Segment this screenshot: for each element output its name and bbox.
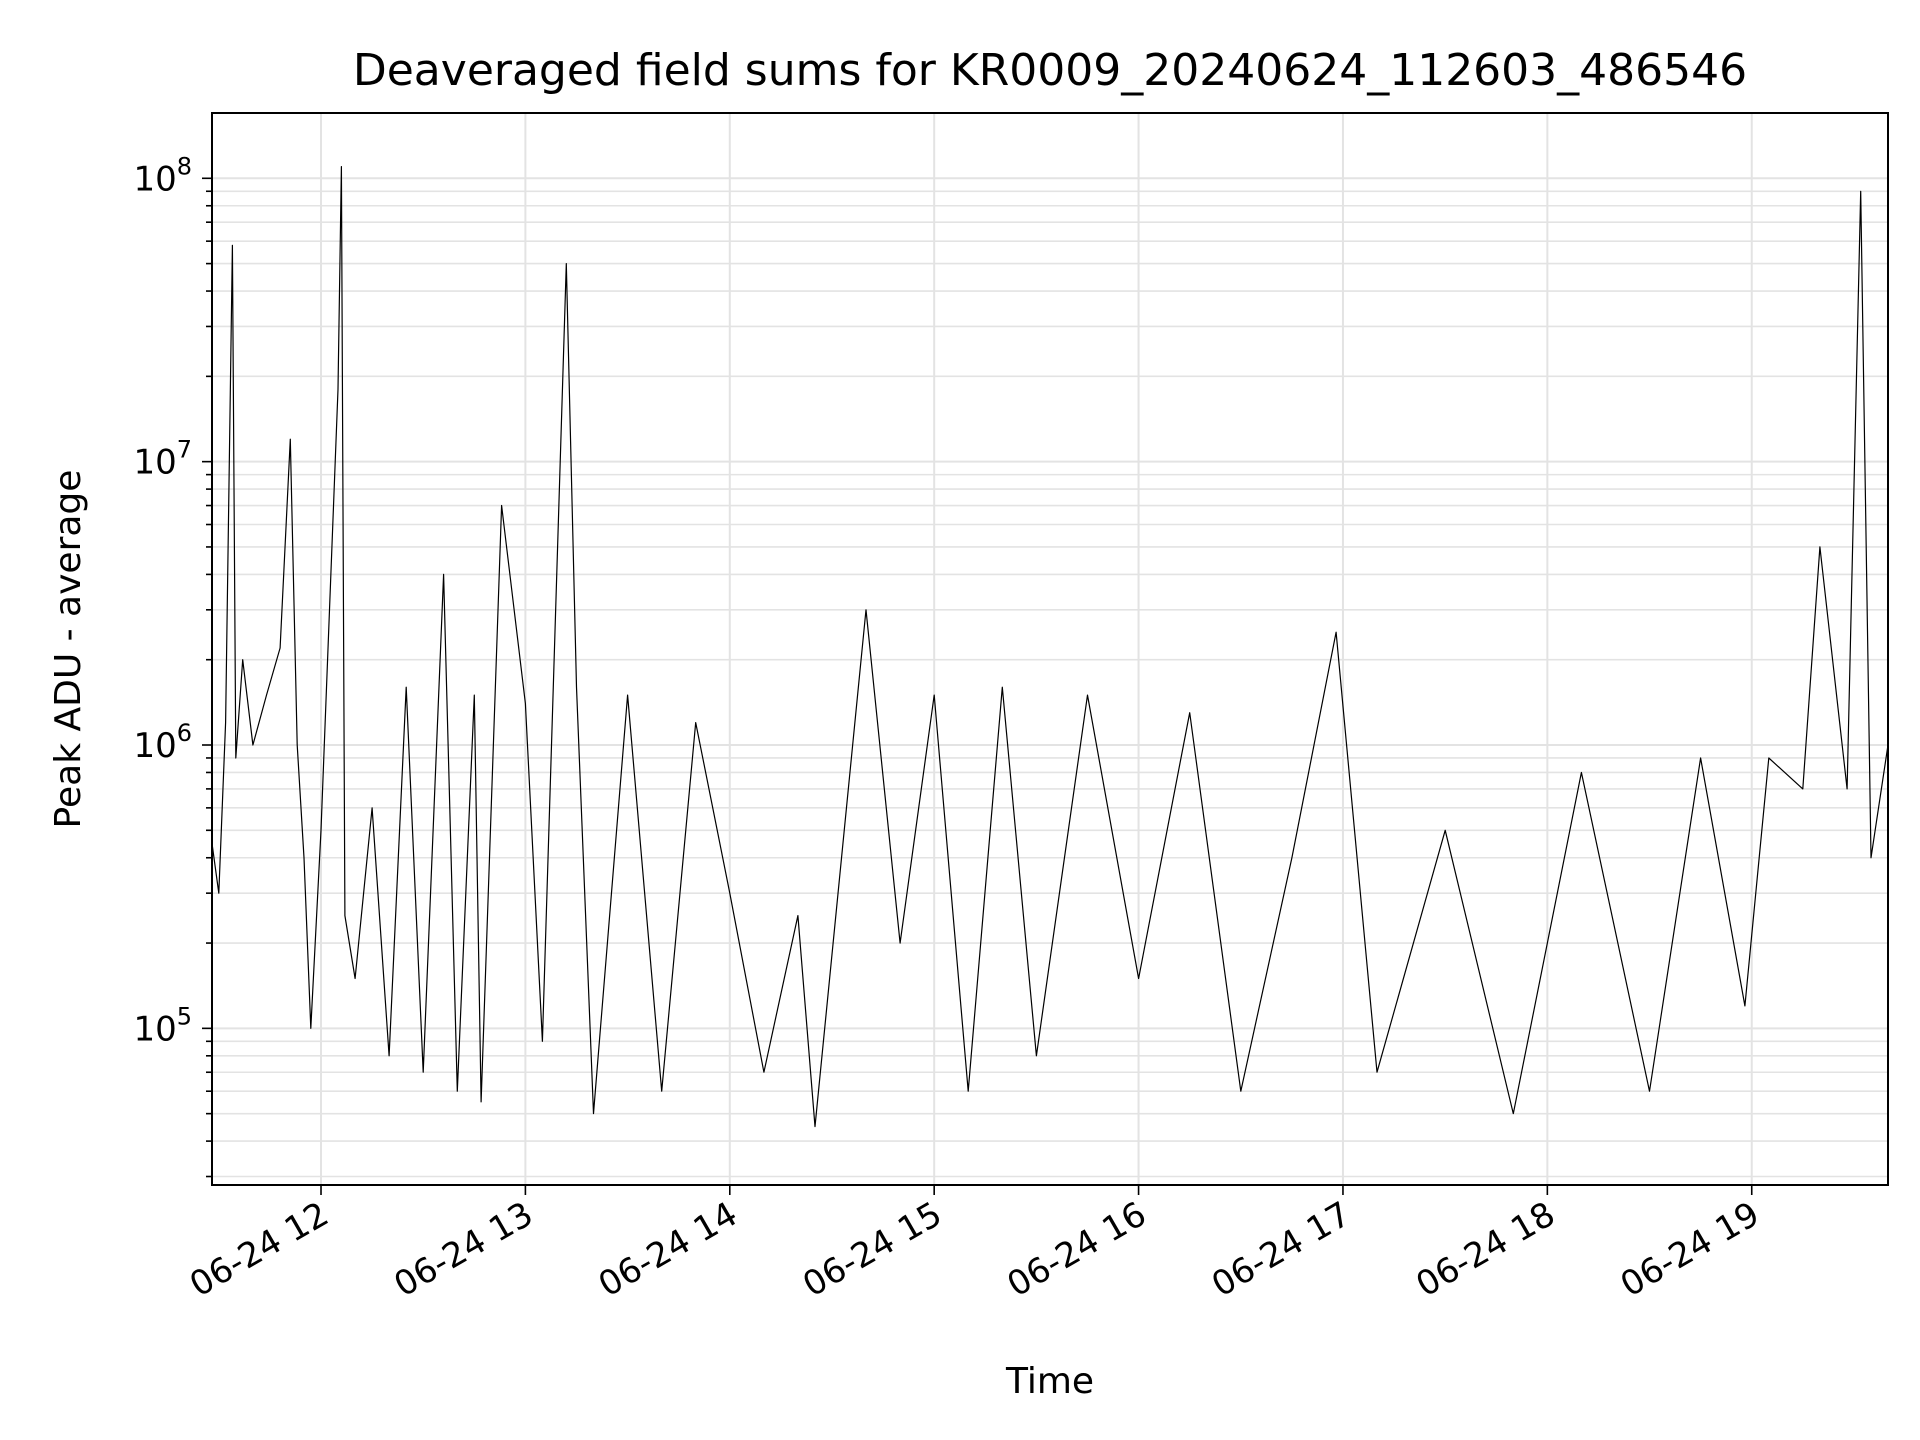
chart-title: Deaveraged field sums for KR0009_2024062… xyxy=(353,45,1747,96)
y-tick-base: 10 xyxy=(133,443,176,483)
y-tick-label: 108 xyxy=(133,152,192,199)
series-line xyxy=(211,166,1889,1128)
y-tick-exponent: 8 xyxy=(177,152,192,180)
y-tick-base: 10 xyxy=(133,726,176,766)
y-tick-label: 107 xyxy=(133,436,192,483)
y-tick-exponent: 5 xyxy=(177,1002,192,1030)
series-group xyxy=(211,166,1889,1128)
y-tick-label: 106 xyxy=(133,719,192,766)
grid xyxy=(212,113,1888,1185)
y-tick-base: 10 xyxy=(133,159,176,199)
y-tick-exponent: 6 xyxy=(177,719,192,747)
y-tick-base: 10 xyxy=(133,1009,176,1049)
y-axis-label: Peak ADU - average xyxy=(48,470,89,829)
plot-frame xyxy=(211,112,1889,1186)
y-tick-exponent: 7 xyxy=(177,436,192,464)
x-axis-label: Time xyxy=(1005,1361,1094,1402)
y-tick-label: 105 xyxy=(133,1002,192,1049)
